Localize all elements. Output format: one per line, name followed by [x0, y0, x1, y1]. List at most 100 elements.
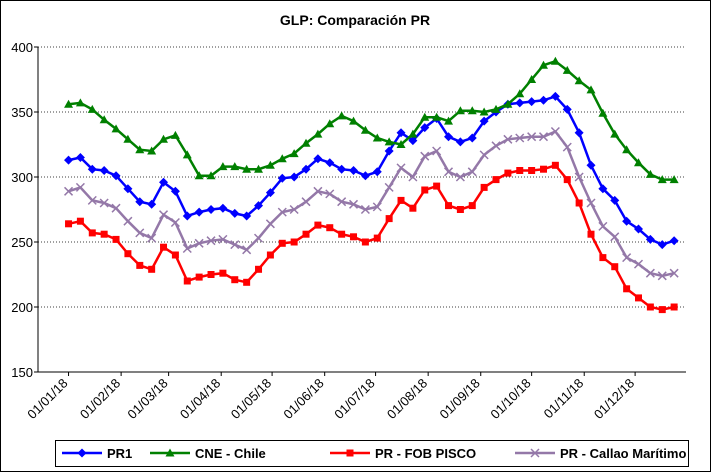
marker	[231, 276, 239, 284]
marker	[610, 232, 620, 242]
marker	[645, 234, 655, 244]
marker	[218, 203, 228, 213]
marker	[420, 112, 430, 121]
marker	[111, 124, 121, 133]
marker	[515, 133, 525, 143]
marker	[253, 233, 264, 243]
y-tick-label: 300	[11, 170, 33, 185]
marker	[77, 448, 87, 458]
marker	[468, 202, 476, 210]
marker	[182, 150, 192, 159]
marker	[87, 104, 97, 113]
marker	[562, 104, 572, 114]
marker	[87, 195, 97, 205]
marker	[408, 136, 418, 146]
chart-title: GLP: Comparación PR	[280, 12, 430, 28]
series	[64, 126, 679, 281]
legend-label: CNE - Chile	[195, 446, 266, 461]
marker	[135, 228, 145, 238]
marker	[645, 169, 655, 178]
marker	[218, 234, 228, 244]
marker	[611, 263, 619, 271]
marker	[350, 233, 358, 241]
marker	[444, 132, 454, 142]
marker	[503, 99, 513, 108]
marker	[610, 195, 620, 205]
y-tick-label: 250	[11, 235, 33, 250]
marker	[230, 240, 240, 250]
marker	[123, 216, 133, 226]
marker	[265, 160, 275, 169]
y-tick-label: 350	[11, 105, 33, 120]
marker	[159, 134, 169, 143]
marker	[445, 202, 453, 210]
marker	[230, 162, 240, 171]
marker	[669, 236, 679, 246]
marker	[111, 171, 121, 181]
marker	[516, 167, 524, 174]
marker	[88, 229, 96, 237]
marker	[147, 199, 157, 209]
marker	[396, 163, 406, 173]
series	[64, 91, 679, 250]
marker	[64, 186, 74, 196]
marker	[623, 285, 631, 293]
marker	[598, 221, 608, 231]
marker	[645, 268, 655, 278]
marker	[65, 220, 73, 228]
marker	[574, 172, 584, 182]
marker	[219, 269, 227, 277]
marker	[587, 230, 595, 238]
marker	[491, 141, 501, 151]
marker	[124, 250, 132, 258]
marker	[313, 129, 323, 138]
marker	[360, 171, 370, 181]
marker	[242, 211, 252, 221]
marker	[598, 108, 608, 117]
marker	[372, 133, 382, 142]
marker	[420, 123, 430, 133]
marker	[527, 132, 537, 142]
marker	[123, 134, 133, 143]
marker	[670, 303, 678, 311]
marker	[230, 208, 240, 218]
marker	[634, 158, 644, 167]
marker	[171, 251, 179, 259]
marker	[492, 176, 500, 184]
marker	[657, 271, 667, 281]
marker	[313, 154, 323, 164]
marker	[349, 166, 359, 175]
marker	[504, 169, 512, 177]
marker	[182, 243, 192, 254]
marker	[206, 205, 216, 214]
legend-label: PR1	[107, 446, 132, 461]
marker	[99, 115, 109, 124]
marker	[610, 129, 620, 138]
marker	[467, 167, 477, 177]
marker	[550, 91, 560, 101]
marker	[266, 251, 274, 259]
marker	[396, 128, 406, 138]
marker	[302, 230, 310, 238]
marker	[64, 99, 74, 108]
marker	[586, 160, 596, 170]
marker	[443, 167, 454, 177]
marker	[346, 449, 354, 457]
marker	[182, 211, 192, 221]
marker	[289, 172, 299, 182]
marker	[194, 207, 204, 217]
marker	[123, 184, 133, 194]
marker	[349, 116, 359, 125]
marker	[384, 182, 394, 192]
marker	[148, 265, 156, 273]
marker	[515, 98, 525, 108]
marker	[669, 175, 679, 184]
marker	[622, 253, 632, 263]
marker	[254, 164, 264, 173]
marker	[432, 112, 442, 121]
marker	[455, 106, 465, 115]
marker	[242, 245, 252, 255]
marker	[540, 165, 548, 173]
marker	[301, 197, 311, 207]
marker	[634, 224, 644, 234]
